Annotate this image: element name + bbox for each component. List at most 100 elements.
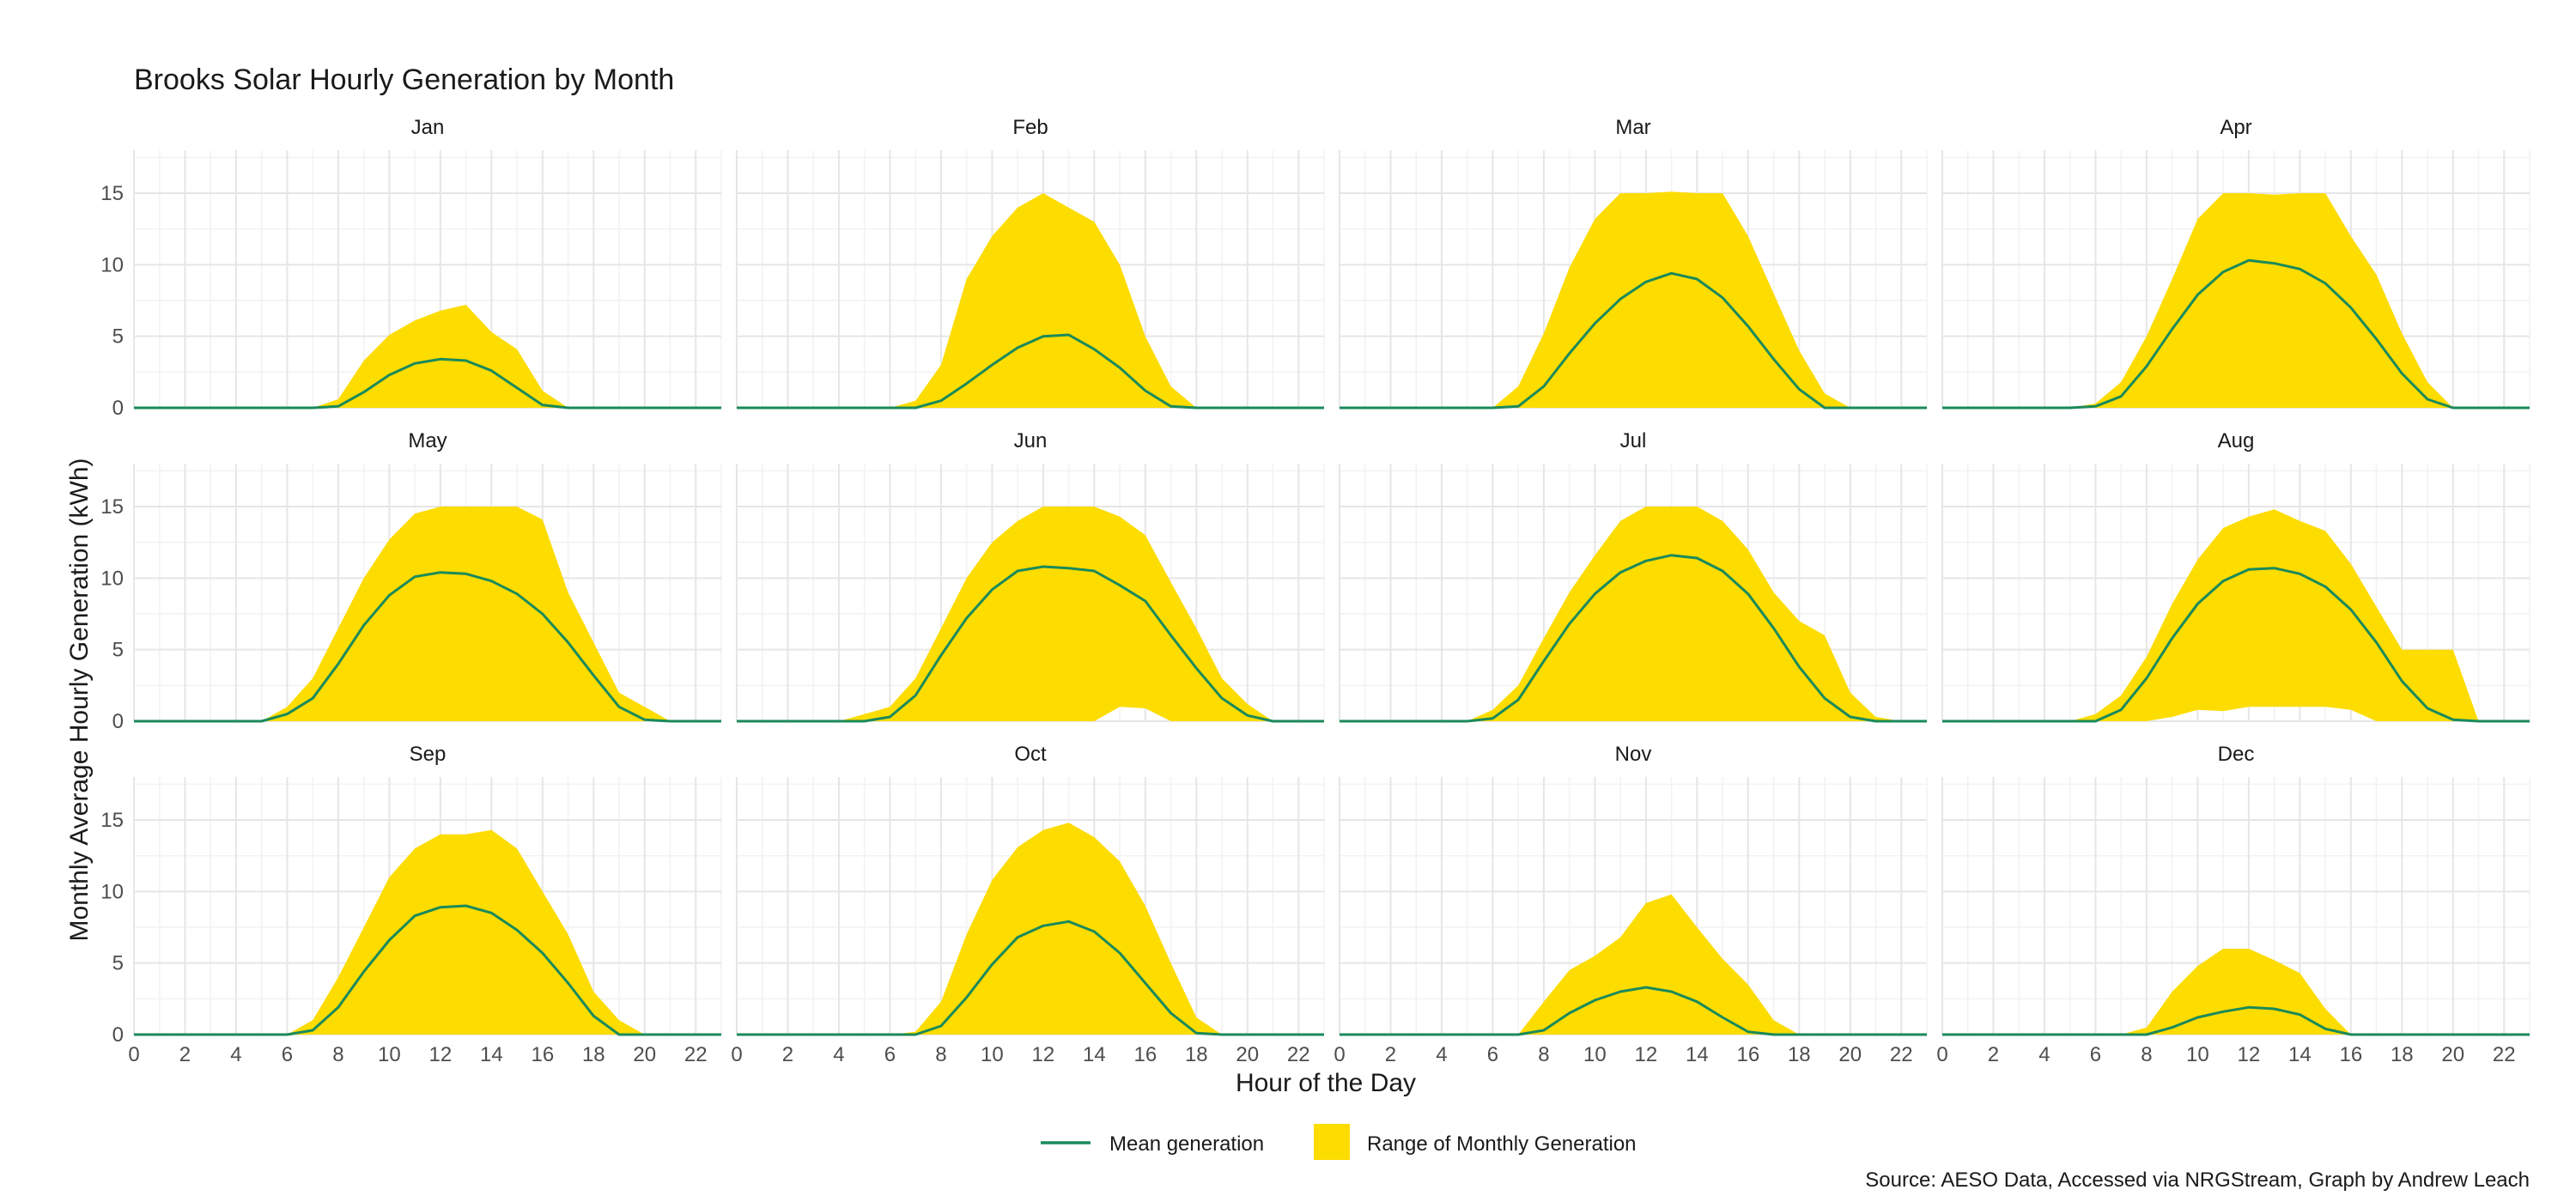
x-tick-label: 16 bbox=[2339, 1043, 2362, 1066]
range-area-may bbox=[134, 507, 721, 721]
x-tick-label: 12 bbox=[429, 1043, 453, 1066]
legend: Mean generation Range of Monthly Generat… bbox=[1041, 1124, 1637, 1160]
chart-caption: Source: AESO Data, Accessed via NRGStrea… bbox=[1865, 1169, 2530, 1192]
x-tick-label: 6 bbox=[282, 1043, 293, 1066]
y-tick-label: 5 bbox=[112, 639, 124, 662]
x-tick-label: 10 bbox=[378, 1043, 401, 1066]
y-axis-label: Monthly Average Hourly Generation (kWh) bbox=[65, 458, 94, 941]
x-tick-label: 18 bbox=[2391, 1043, 2414, 1066]
x-tick-label: 22 bbox=[1890, 1043, 1913, 1066]
mean-line-aug bbox=[1942, 567, 2530, 723]
chart-title: Brooks Solar Hourly Generation by Month bbox=[134, 64, 674, 96]
panel-title-dec: Dec bbox=[2218, 743, 2255, 766]
x-tick-label: 16 bbox=[531, 1043, 554, 1066]
x-tick-label: 22 bbox=[2493, 1043, 2516, 1066]
y-tick-label: 15 bbox=[100, 809, 124, 832]
y-tick-label: 10 bbox=[100, 880, 124, 903]
x-tick-label: 0 bbox=[731, 1043, 742, 1066]
y-tick-label: 15 bbox=[100, 495, 124, 519]
x-tick-label: 6 bbox=[884, 1043, 896, 1066]
y-tick-label: 5 bbox=[112, 325, 124, 349]
x-tick-label: 4 bbox=[833, 1043, 844, 1066]
panel-title-oct: Oct bbox=[1014, 743, 1047, 766]
x-tick-label: 16 bbox=[1736, 1043, 1759, 1066]
panel-title-feb: Feb bbox=[1012, 116, 1048, 139]
y-tick-label: 0 bbox=[112, 1023, 124, 1047]
x-tick-label: 12 bbox=[1032, 1043, 1055, 1066]
x-tick-label: 8 bbox=[332, 1043, 343, 1066]
x-tick-label: 12 bbox=[2238, 1043, 2261, 1066]
x-tick-label: 12 bbox=[1635, 1043, 1658, 1066]
panel-may: May 0 5 10 15 bbox=[100, 429, 722, 733]
range-area-dec bbox=[1942, 949, 2530, 1035]
range-area-jul bbox=[1340, 507, 1927, 721]
x-tick-label: 8 bbox=[1538, 1043, 1549, 1066]
mean-line-nov bbox=[1340, 986, 1927, 1036]
x-axis-label: Hour of the Day bbox=[1236, 1069, 1416, 1097]
panel-title-nov: Nov bbox=[1615, 743, 1652, 766]
panel-apr: Apr bbox=[1941, 116, 2530, 410]
panel-title-aug: Aug bbox=[2218, 429, 2255, 452]
panel-dec: Dec 0 2 4 6 8 10 12 14 16 18 20 22 bbox=[1936, 743, 2530, 1066]
panel-feb: Feb bbox=[736, 116, 1325, 410]
x-tick-label: 2 bbox=[1988, 1043, 1999, 1066]
mean-line-jan bbox=[134, 357, 721, 410]
range-area-jun bbox=[737, 507, 1324, 721]
range-area-sep bbox=[134, 829, 721, 1035]
x-tick-label: 8 bbox=[2141, 1043, 2152, 1066]
x-tick-label: 10 bbox=[1583, 1043, 1607, 1066]
x-tick-label: 20 bbox=[1838, 1043, 1862, 1066]
panel-oct: Oct 0 2 4 6 8 10 12 14 16 18 20 22 bbox=[731, 743, 1325, 1066]
panel-title-may: May bbox=[408, 429, 447, 452]
x-tick-label: 8 bbox=[935, 1043, 946, 1066]
panel-title-sep: Sep bbox=[410, 743, 447, 766]
x-tick-label: 22 bbox=[1287, 1043, 1310, 1066]
legend-mean-label: Mean generation bbox=[1109, 1132, 1264, 1156]
x-tick-label: 18 bbox=[1788, 1043, 1811, 1066]
x-tick-label: 14 bbox=[1686, 1043, 1709, 1066]
x-tick-label: 6 bbox=[2090, 1043, 2101, 1066]
panel-aug: Aug bbox=[1941, 429, 2530, 723]
panel-title-jul: Jul bbox=[1620, 429, 1647, 452]
y-tick-label: 15 bbox=[100, 182, 124, 205]
range-area-oct bbox=[737, 823, 1324, 1035]
x-tick-label: 6 bbox=[1487, 1043, 1498, 1066]
x-tick-label: 20 bbox=[2441, 1043, 2464, 1066]
range-area-nov bbox=[1340, 894, 1927, 1035]
panel-title-jun: Jun bbox=[1014, 429, 1048, 452]
range-area-mar bbox=[1340, 191, 1927, 408]
mean-line-apr bbox=[1942, 258, 2530, 410]
range-area-apr bbox=[1942, 193, 2530, 408]
mean-line-jun bbox=[737, 565, 1324, 723]
x-tick-label: 0 bbox=[1936, 1043, 1947, 1066]
y-tick-label: 5 bbox=[112, 952, 124, 975]
x-tick-label: 18 bbox=[1185, 1043, 1208, 1066]
x-tick-label: 20 bbox=[1236, 1043, 1259, 1066]
x-tick-label: 4 bbox=[230, 1043, 241, 1066]
x-tick-label: 2 bbox=[1385, 1043, 1396, 1066]
facet-panels: Jan 0 5 10 15 Feb Mar Apr May 0 5 10 15 Jun Jul Aug Sep 0… bbox=[100, 116, 2530, 1066]
x-tick-label: 18 bbox=[582, 1043, 605, 1066]
x-tick-label: 4 bbox=[2038, 1043, 2050, 1066]
mean-line-oct bbox=[737, 920, 1324, 1036]
y-tick-label: 10 bbox=[100, 253, 124, 276]
mean-line-sep bbox=[134, 904, 721, 1036]
mean-line-may bbox=[134, 571, 721, 723]
y-tick-label: 0 bbox=[112, 397, 124, 420]
panel-jan: Jan 0 5 10 15 bbox=[100, 116, 722, 420]
panel-title-apr: Apr bbox=[2220, 116, 2251, 139]
x-tick-label: 0 bbox=[1334, 1043, 1345, 1066]
panel-nov: Nov 0 2 4 6 8 10 12 14 16 18 20 22 bbox=[1334, 743, 1928, 1066]
mean-line-dec bbox=[1942, 1005, 2530, 1036]
panel-mar: Mar bbox=[1339, 116, 1928, 410]
x-tick-label: 4 bbox=[1436, 1043, 1447, 1066]
x-tick-label: 14 bbox=[1083, 1043, 1106, 1066]
x-tick-label: 22 bbox=[684, 1043, 708, 1066]
mean-line-mar bbox=[1340, 271, 1927, 410]
panel-jun: Jun bbox=[736, 429, 1325, 723]
x-tick-label: 10 bbox=[981, 1043, 1004, 1066]
legend-range-swatch bbox=[1314, 1124, 1350, 1160]
panel-title-jan: Jan bbox=[411, 116, 445, 139]
